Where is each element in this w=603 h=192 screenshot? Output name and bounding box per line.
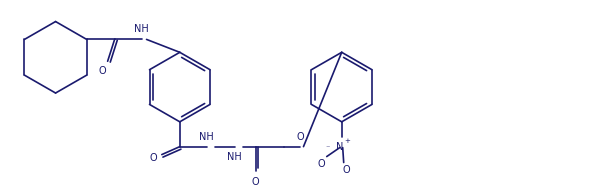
Text: O: O xyxy=(318,159,326,169)
Text: O: O xyxy=(343,166,350,175)
Text: O: O xyxy=(252,177,259,187)
Text: NH: NH xyxy=(134,24,149,34)
Text: N: N xyxy=(336,142,343,152)
Text: O: O xyxy=(297,132,305,142)
Text: +: + xyxy=(344,138,350,144)
Text: ⁻: ⁻ xyxy=(326,144,330,153)
Text: NH: NH xyxy=(227,152,242,162)
Text: NH: NH xyxy=(200,132,214,142)
Text: O: O xyxy=(99,66,107,76)
Text: O: O xyxy=(149,153,157,163)
